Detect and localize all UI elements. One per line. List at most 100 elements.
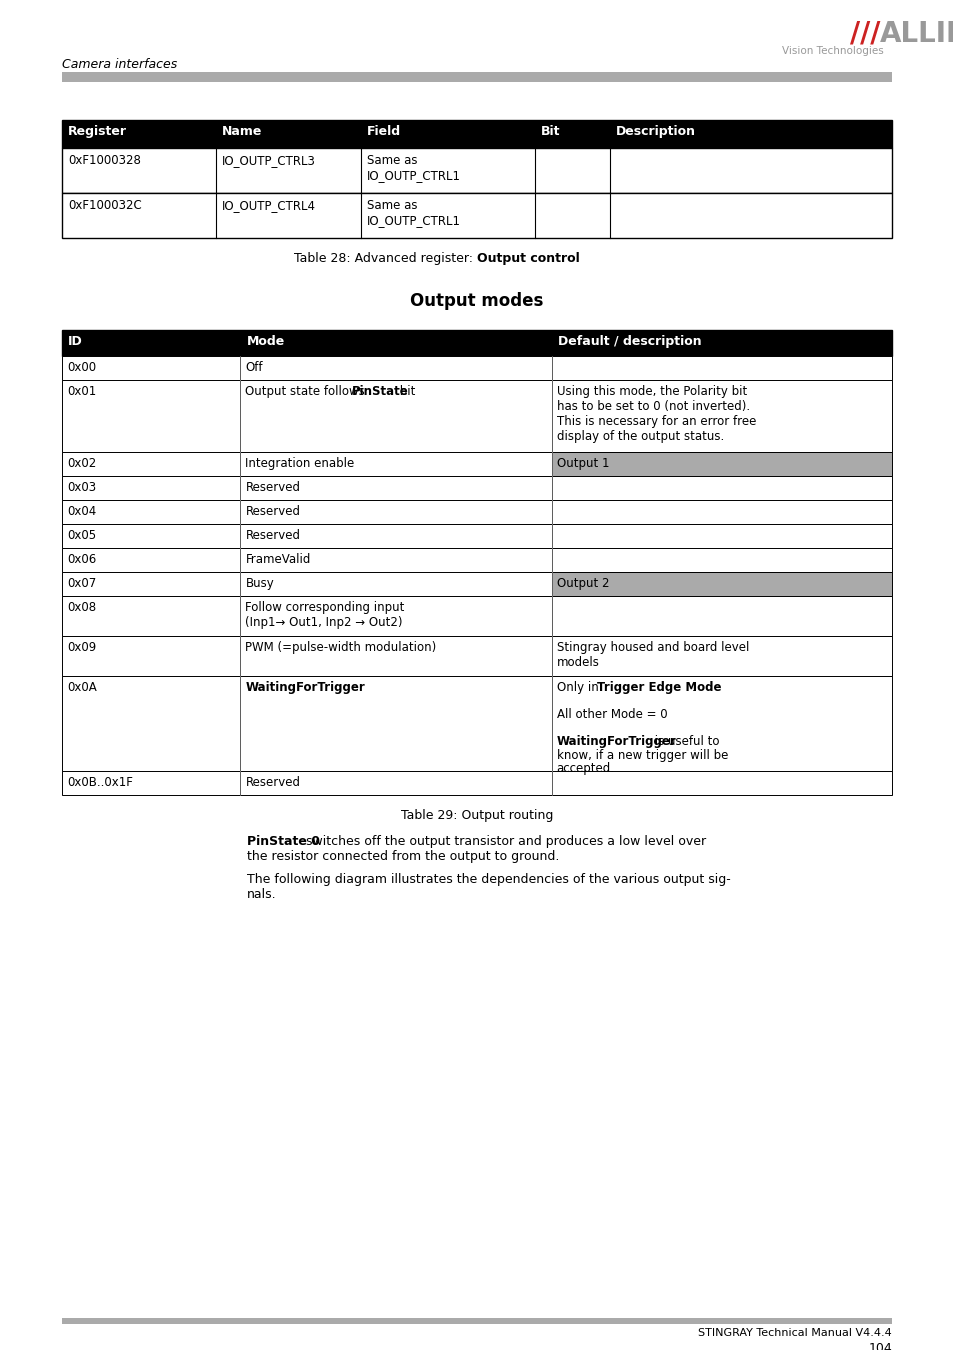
Bar	[62, 452, 240, 477]
Bar	[62, 1318, 891, 1324]
Text: PinState 0: PinState 0	[247, 836, 319, 848]
Text: Reserved: Reserved	[245, 776, 300, 788]
Text: Stingray housed and board level
models: Stingray housed and board level models	[557, 641, 748, 670]
Bar	[62, 572, 240, 595]
Text: Register: Register	[68, 126, 127, 138]
Text: Reserved: Reserved	[245, 481, 300, 494]
Text: 0x03: 0x03	[67, 481, 96, 494]
Text: Same as
IO_OUTP_CTRL1: Same as IO_OUTP_CTRL1	[366, 198, 460, 227]
Bar	[240, 548, 551, 572]
Text: Integration enable: Integration enable	[245, 458, 355, 470]
Text: Default / description: Default / description	[558, 335, 700, 348]
Text: 0x04: 0x04	[67, 505, 96, 518]
Text: IO_OUTP_CTRL3: IO_OUTP_CTRL3	[221, 154, 315, 167]
Bar	[240, 477, 551, 500]
Bar	[551, 572, 891, 595]
Text: PinState: PinState	[351, 385, 408, 398]
Text: PWM (=pulse-width modulation): PWM (=pulse-width modulation)	[245, 641, 436, 653]
Text: Reserved: Reserved	[245, 529, 300, 541]
Bar	[240, 636, 551, 676]
Bar	[62, 379, 240, 452]
Text: WaitingForTrigger: WaitingForTrigger	[245, 680, 365, 694]
Text: 0x01: 0x01	[67, 385, 96, 398]
Bar	[551, 356, 891, 379]
Text: bit: bit	[395, 385, 415, 398]
Text: All other Mode = 0: All other Mode = 0	[557, 707, 667, 721]
Bar	[62, 676, 240, 771]
Text: 0x05: 0x05	[67, 529, 96, 541]
Text: FrameValid: FrameValid	[245, 554, 311, 566]
Bar	[240, 572, 551, 595]
Bar	[551, 636, 891, 676]
Text: Reserved: Reserved	[245, 505, 300, 518]
Text: Table 29: Output routing: Table 29: Output routing	[400, 809, 553, 822]
Text: Output state follows: Output state follows	[245, 385, 369, 398]
Text: Output control: Output control	[476, 252, 579, 265]
Text: IO_OUTP_CTRL4: IO_OUTP_CTRL4	[221, 198, 315, 212]
Text: ///: ///	[849, 20, 879, 49]
Bar	[551, 452, 891, 477]
Bar	[62, 548, 240, 572]
Text: WaitingForTrigger: WaitingForTrigger	[557, 734, 676, 748]
Bar	[62, 148, 891, 193]
Bar	[240, 379, 551, 452]
Bar	[551, 500, 891, 524]
Text: Output 2: Output 2	[557, 576, 609, 590]
Text: is useful to: is useful to	[650, 734, 719, 748]
Text: Bit: Bit	[540, 126, 560, 138]
Bar	[240, 676, 551, 771]
Text: accepted.: accepted.	[557, 761, 614, 775]
Text: 0x00: 0x00	[67, 360, 96, 374]
Bar	[240, 356, 551, 379]
Text: ALLIED: ALLIED	[879, 20, 953, 49]
Bar	[62, 500, 240, 524]
Bar	[551, 379, 891, 452]
Text: Using this mode, the Polarity bit
has to be set to 0 (not inverted).
This is nec: Using this mode, the Polarity bit has to…	[557, 385, 756, 443]
Bar	[240, 595, 551, 636]
Bar	[551, 477, 891, 500]
Text: 0x06: 0x06	[67, 554, 96, 566]
Bar	[551, 676, 891, 771]
Bar	[551, 771, 891, 795]
Text: 0x02: 0x02	[67, 458, 96, 470]
Text: 0x09: 0x09	[67, 641, 96, 653]
Text: The following diagram illustrates the dependencies of the various output sig-
na: The following diagram illustrates the de…	[247, 873, 730, 900]
Text: Busy: Busy	[245, 576, 274, 590]
Text: Trigger Edge Mode: Trigger Edge Mode	[597, 680, 720, 694]
Text: 0x07: 0x07	[67, 576, 96, 590]
Text: the resistor connected from the output to ground.: the resistor connected from the output t…	[247, 850, 558, 863]
Bar	[551, 524, 891, 548]
Bar	[62, 120, 891, 148]
Text: know, if a new trigger will be: know, if a new trigger will be	[557, 748, 727, 761]
Text: Follow corresponding input
(Inp1→ Out1, Inp2 → Out2): Follow corresponding input (Inp1→ Out1, …	[245, 601, 404, 629]
Bar	[62, 356, 240, 379]
Bar	[62, 193, 891, 238]
Text: 0x0A: 0x0A	[67, 680, 96, 694]
Bar	[240, 771, 551, 795]
Text: 104: 104	[867, 1342, 891, 1350]
Bar	[62, 329, 891, 356]
Text: Description: Description	[615, 126, 695, 138]
Text: switches off the output transistor and produces a low level over: switches off the output transistor and p…	[302, 836, 706, 848]
Text: Vision Technologies: Vision Technologies	[781, 46, 883, 55]
Text: STINGRAY Technical Manual V4.4.4: STINGRAY Technical Manual V4.4.4	[698, 1328, 891, 1338]
Text: Mode: Mode	[246, 335, 284, 348]
Text: 0x08: 0x08	[67, 601, 96, 614]
Bar	[240, 500, 551, 524]
Bar	[62, 72, 891, 82]
Text: .: .	[691, 680, 695, 694]
Text: Output 1: Output 1	[557, 458, 609, 470]
Text: Output modes: Output modes	[410, 292, 543, 311]
Bar	[551, 548, 891, 572]
Text: 0xF100032C: 0xF100032C	[68, 198, 142, 212]
Text: Camera interfaces: Camera interfaces	[62, 58, 177, 72]
Bar	[240, 452, 551, 477]
Bar	[62, 595, 240, 636]
Bar	[62, 477, 240, 500]
Bar	[62, 636, 240, 676]
Bar	[551, 595, 891, 636]
Text: Off: Off	[245, 360, 263, 374]
Text: Table 28: Advanced register:: Table 28: Advanced register:	[294, 252, 476, 265]
Text: Same as
IO_OUTP_CTRL1: Same as IO_OUTP_CTRL1	[366, 154, 460, 182]
Text: ID: ID	[68, 335, 83, 348]
